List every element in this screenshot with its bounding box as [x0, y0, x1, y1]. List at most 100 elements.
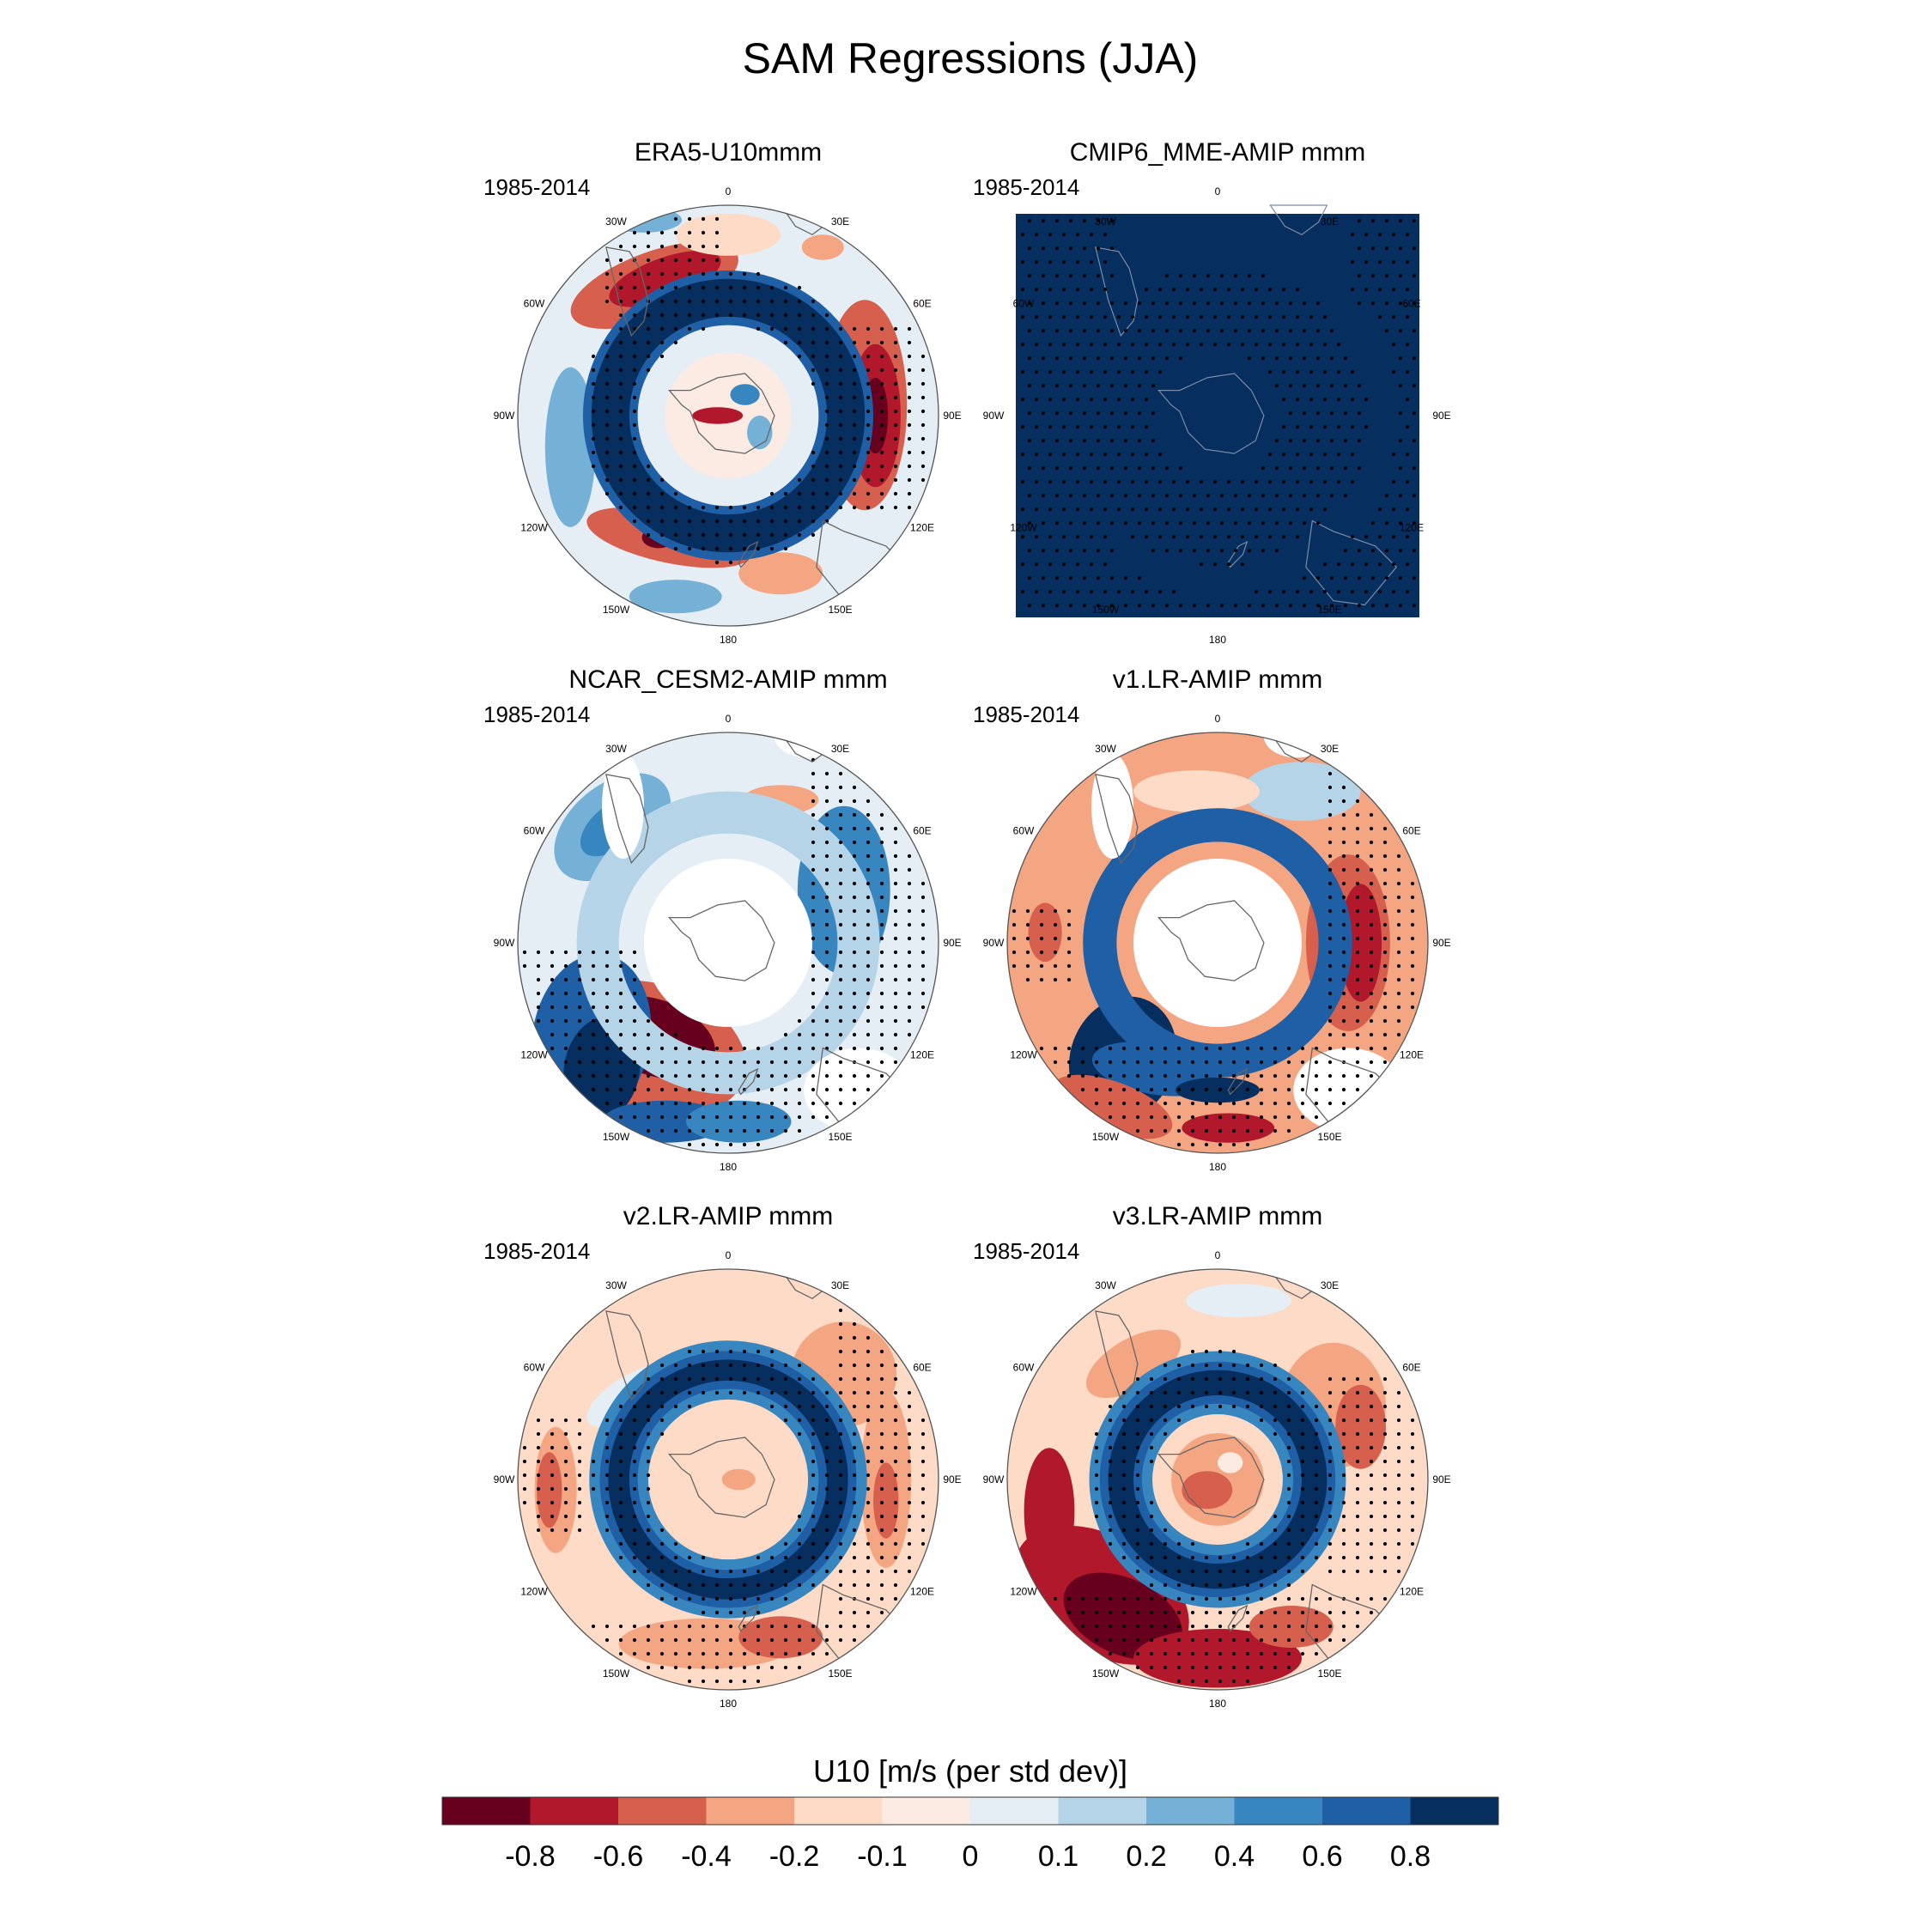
stipple-dot: [1204, 1624, 1209, 1629]
stipple-dot: [1341, 1569, 1346, 1574]
stipple-dot: [893, 422, 898, 428]
stipple-dot: [1042, 521, 1045, 525]
stipple-dot: [756, 1363, 761, 1368]
stipple-dot: [852, 1363, 857, 1368]
stipple-dot: [632, 491, 637, 496]
stipple-dot: [646, 1404, 651, 1409]
stipple-dot: [1025, 922, 1030, 927]
stipple-dot: [756, 1679, 761, 1684]
stipple-dot: [907, 963, 912, 969]
stipple-dot: [577, 1032, 582, 1037]
stipple-dot: [811, 532, 816, 538]
stipple-dot: [866, 436, 871, 441]
stipple-dot: [1259, 1060, 1264, 1065]
stipple-dot: [1261, 521, 1265, 525]
stipple-dot: [879, 908, 884, 914]
stipple-dot: [1090, 535, 1093, 538]
stipple-dot: [1190, 1115, 1195, 1120]
stipple-dot: [1355, 840, 1360, 845]
longitude-label: 120E: [1400, 522, 1424, 534]
stipple-dot: [1396, 1528, 1401, 1533]
stipple-dot: [920, 991, 926, 996]
stipple-dot: [852, 1610, 857, 1615]
stipple-dot: [1396, 950, 1401, 955]
stipple-dot: [1268, 288, 1272, 291]
stipple-dot: [605, 354, 610, 359]
stipple-dot: [824, 771, 829, 776]
stipple-dot: [1151, 439, 1155, 442]
stipple-dot: [1055, 521, 1059, 525]
stipple-dot: [1410, 1445, 1415, 1450]
stipple-dot: [1355, 1596, 1360, 1601]
stipple-dot: [1186, 288, 1189, 291]
stipple-dot: [673, 1651, 678, 1656]
stipple-dot: [907, 1005, 912, 1010]
stipple-dot: [824, 1637, 829, 1643]
stipple-dot: [618, 1651, 623, 1656]
stipple-dot: [646, 1651, 651, 1656]
stipple-dot: [1048, 480, 1052, 483]
stipple-dot: [1149, 1060, 1154, 1065]
stipple-dot: [1053, 1596, 1058, 1601]
stipple-dot: [1273, 1624, 1278, 1629]
stipple-dot: [797, 1363, 802, 1368]
stipple-dot: [1149, 1596, 1154, 1601]
stipple-dot: [1296, 535, 1299, 538]
stipple-dot: [838, 854, 843, 859]
stipple-dot: [769, 1115, 775, 1120]
stipple-dot: [1371, 604, 1375, 607]
stipple-dot: [1069, 274, 1072, 277]
stipple-dot: [1124, 439, 1127, 442]
stipple-dot: [1176, 1142, 1182, 1147]
longitude-label: 30W: [1095, 743, 1116, 755]
masked-land: [602, 753, 644, 859]
masked-land: [804, 1048, 914, 1133]
stipple-dot: [1245, 1679, 1250, 1684]
stipple-dot: [838, 1005, 843, 1010]
stipple-dot: [811, 1418, 816, 1423]
stipple-dot: [852, 1335, 857, 1340]
colorbar-box: [442, 1797, 531, 1825]
stipple-dot: [618, 1624, 623, 1629]
stipple-dot: [1300, 1610, 1305, 1615]
stipple-dot: [1121, 1610, 1127, 1615]
stipple-dot: [1378, 507, 1382, 511]
longitude-label: 180: [720, 1698, 737, 1710]
stipple-dot: [1289, 521, 1292, 525]
stipple-dot: [1069, 356, 1072, 360]
stipple-dot: [1231, 1073, 1236, 1078]
stipple-dot: [605, 477, 610, 483]
stipple-dot: [1355, 799, 1360, 804]
stipple-dot: [1145, 425, 1148, 428]
stipple-dot: [673, 244, 678, 249]
stipple-dot: [1220, 521, 1224, 525]
stipple-dot: [1204, 1569, 1209, 1574]
stipple-dot: [1179, 329, 1182, 332]
stipple-dot: [1028, 494, 1031, 497]
stipple-dot: [756, 505, 761, 510]
colorbar-box: [1058, 1797, 1147, 1825]
stipple-dot: [811, 1445, 816, 1450]
stipple-dot: [591, 436, 596, 441]
stipple-dot: [1286, 1073, 1291, 1078]
stipple-dot: [659, 1418, 665, 1423]
stipple-dot: [1268, 590, 1272, 593]
stipple-dot: [1358, 604, 1361, 607]
stipple-dot: [852, 881, 857, 886]
stipple-dot: [1369, 1610, 1374, 1615]
stipple-dot: [522, 1486, 527, 1492]
stipple-dot: [714, 560, 720, 565]
stipple-dot: [1337, 343, 1340, 346]
stipple-dot: [1261, 466, 1265, 470]
stipple-dot: [920, 963, 926, 969]
stipple-dot: [1259, 1624, 1264, 1629]
stipple-dot: [1176, 1087, 1182, 1092]
stipple-dot: [1163, 1087, 1168, 1092]
stipple-dot: [1248, 356, 1251, 360]
stipple-dot: [756, 1376, 761, 1382]
stipple-dot: [1289, 329, 1292, 332]
stipple-dot: [1309, 453, 1313, 456]
stipple-dot: [838, 1637, 843, 1643]
stipple-dot: [1344, 466, 1347, 470]
